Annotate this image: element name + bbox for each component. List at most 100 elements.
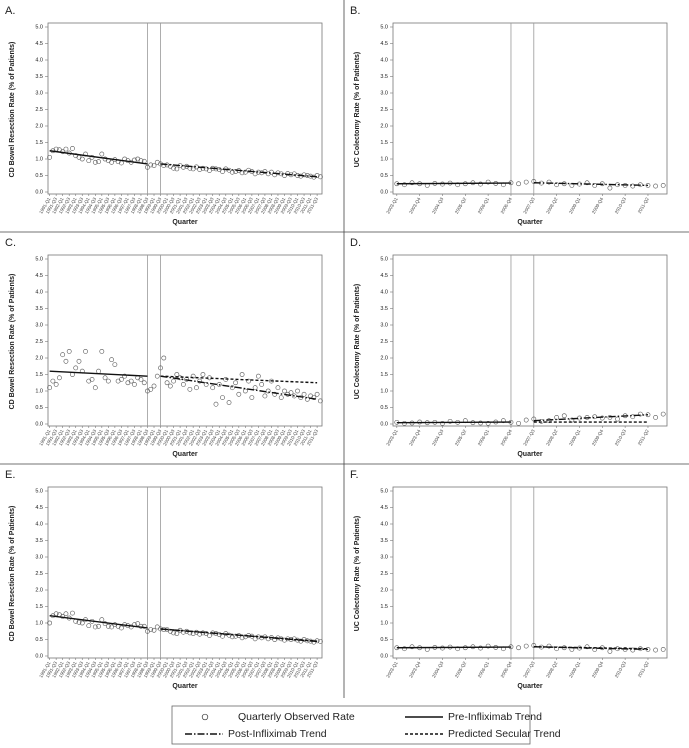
observed-point (301, 391, 307, 397)
observed-point (99, 151, 105, 157)
observed-point (76, 619, 82, 625)
observed-point (174, 372, 180, 377)
observed-point (229, 385, 235, 391)
x-tick-label: 2005-Q2 (454, 660, 467, 678)
observed-point (220, 169, 225, 174)
observed-point (197, 378, 203, 384)
observed-point (151, 163, 157, 168)
observed-point (653, 414, 658, 420)
observed-point (92, 624, 98, 630)
observed-point (180, 381, 186, 387)
observed-point (203, 381, 209, 387)
x-tick-label: 2010-Q3 (614, 196, 627, 214)
legend-box (171, 705, 531, 745)
plot-frame (392, 254, 668, 427)
legend-label: Post-Infliximab Trend (228, 728, 327, 740)
observed-point (158, 365, 163, 371)
observed-point (660, 182, 666, 188)
observed-point (249, 395, 255, 400)
observed-point (63, 146, 69, 152)
trend-line (49, 370, 148, 377)
y-tick-label: 3.5 (380, 74, 388, 80)
y-axis-title: CD Bowel Resection Rate (% of Patients) (9, 274, 16, 410)
observed-point (599, 415, 605, 421)
panel-label: D. (350, 237, 361, 249)
trend-line (160, 628, 318, 643)
y-tick-label: 1.5 (35, 604, 43, 610)
observed-point (645, 412, 651, 418)
y-tick-label: 5.0 (380, 256, 388, 262)
observed-point (66, 348, 72, 354)
observed-point (304, 396, 310, 402)
observed-point (63, 358, 69, 364)
observed-point (151, 627, 157, 633)
y-tick-label: 1.5 (380, 604, 388, 610)
x-tick-label: 2007-Q3 (522, 428, 535, 446)
observed-point (99, 617, 105, 623)
x-tick-label: 2006-Q1 (477, 196, 490, 214)
y-tick-label: 1.5 (35, 372, 43, 378)
x-tick-label: 2003-Q1 (385, 660, 398, 678)
observed-point (200, 165, 206, 171)
observed-point (314, 173, 320, 178)
observed-point (109, 159, 115, 165)
observed-point (96, 159, 101, 165)
y-tick-label: 0.5 (35, 173, 43, 179)
y-tick-label: 3.0 (380, 322, 388, 328)
observed-point (607, 185, 613, 191)
x-axis-title: Quarter (172, 219, 198, 226)
x-tick-label: 2003-Q1 (385, 196, 398, 214)
y-tick-label: 3.5 (35, 306, 43, 312)
trend-line (396, 646, 511, 649)
observed-point (607, 414, 613, 420)
observed-point (86, 158, 92, 164)
x-tick-label: 2006-Q4 (500, 428, 513, 446)
observed-point (317, 174, 323, 180)
plot-frame (47, 486, 323, 659)
observed-point (660, 647, 666, 652)
observed-point (138, 377, 144, 382)
observed-point (262, 393, 268, 399)
x-axis-title: Quarter (517, 683, 543, 690)
observed-point (148, 627, 154, 632)
observed-point (500, 418, 506, 424)
y-tick-label: 2.0 (380, 355, 388, 361)
y-tick-label: 4.0 (35, 57, 43, 63)
observed-point (645, 182, 651, 188)
y-tick-label: 2.5 (35, 339, 43, 345)
observed-point (148, 162, 154, 168)
y-tick-label: 3.5 (380, 306, 388, 312)
y-tick-label: 0.0 (380, 653, 388, 659)
observed-point (409, 644, 415, 650)
x-tick-label: 2010-Q3 (614, 660, 627, 678)
y-tick-label: 3.5 (35, 538, 43, 544)
x-axis-title: Quarter (517, 451, 543, 458)
observed-point (317, 639, 323, 644)
plot-frame (47, 22, 323, 195)
observed-point (523, 643, 529, 649)
observed-point (584, 644, 590, 650)
observed-point (128, 624, 134, 630)
y-tick-label: 1.0 (35, 620, 43, 626)
y-tick-label: 3.0 (380, 90, 388, 96)
trend-line (49, 150, 148, 165)
x-tick-label: 2009-Q4 (591, 660, 604, 678)
observed-point (109, 357, 115, 363)
observed-point (561, 413, 567, 419)
observed-point (236, 391, 242, 397)
observed-point (164, 380, 170, 386)
y-tick-label: 4.0 (380, 289, 388, 295)
observed-point (171, 630, 176, 636)
observed-point (128, 378, 134, 384)
y-axis-title: UC Colectomy Rate (% of Patients) (354, 52, 361, 168)
observed-point (440, 420, 445, 426)
observed-point (105, 378, 111, 384)
observed-point (70, 146, 75, 151)
observed-point (478, 645, 483, 651)
x-tick-label: 2009-Q1 (568, 428, 581, 446)
trend-line (49, 615, 148, 629)
observed-point (531, 416, 537, 422)
observed-point (47, 154, 53, 160)
trend-line (533, 414, 649, 422)
